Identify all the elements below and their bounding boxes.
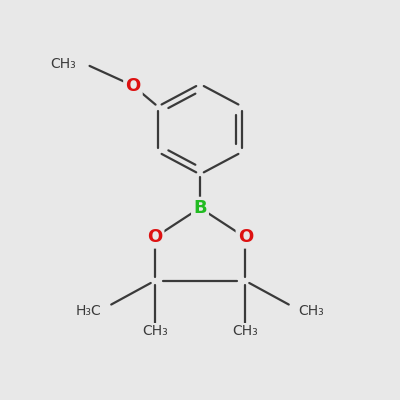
Text: O: O — [147, 228, 162, 246]
Text: CH₃: CH₃ — [232, 324, 258, 338]
Text: O: O — [125, 77, 140, 95]
Text: CH₃: CH₃ — [299, 304, 324, 318]
Text: H₃C: H₃C — [76, 304, 101, 318]
Text: O: O — [238, 228, 253, 246]
Text: CH₃: CH₃ — [50, 57, 76, 71]
Text: CH₃: CH₃ — [142, 324, 168, 338]
Text: B: B — [193, 199, 207, 217]
